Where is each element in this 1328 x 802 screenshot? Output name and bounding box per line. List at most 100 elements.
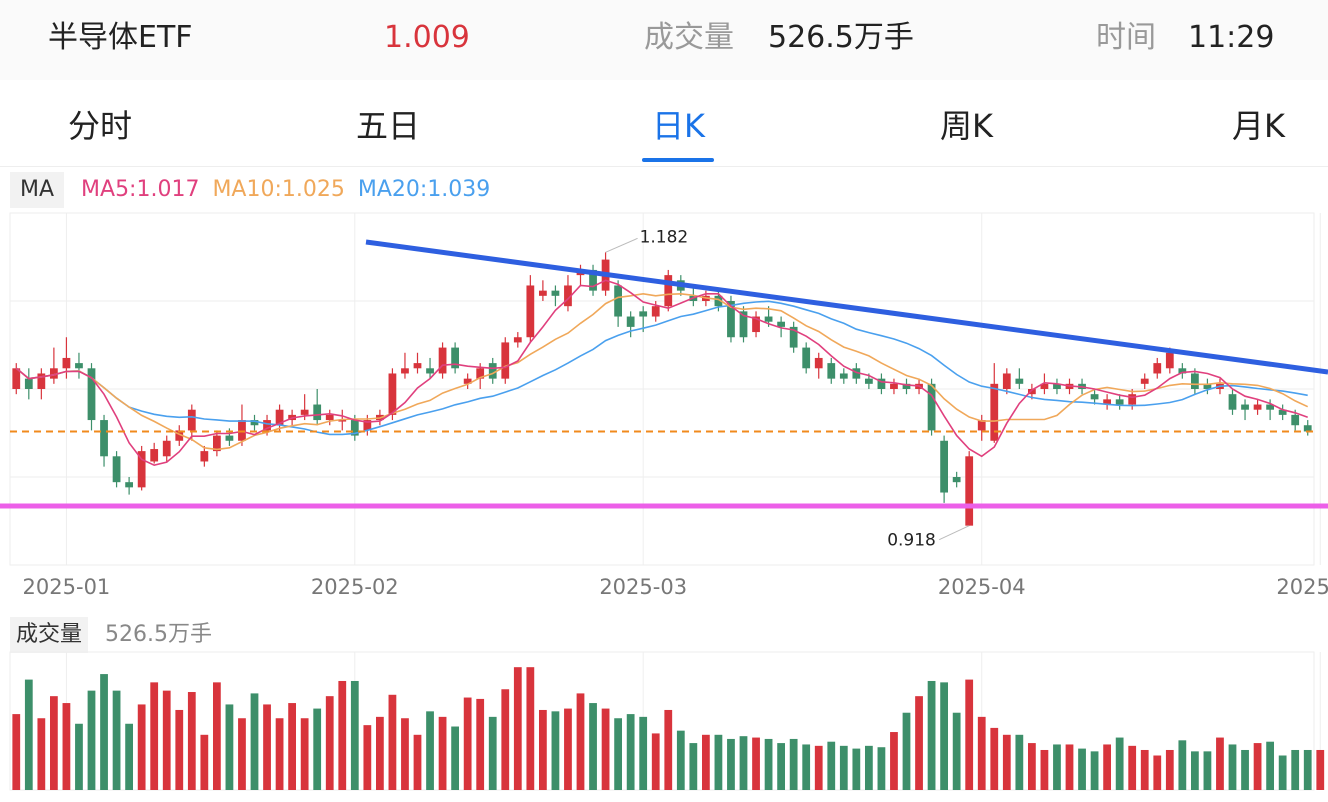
candle-body [238,420,246,441]
candle-body [802,347,811,369]
overlays: 1.182 0.918 [0,227,1328,551]
volume-bar [288,703,297,790]
candle-body [1090,394,1099,400]
candle-body [338,420,347,422]
x-tick-label: 2025-02 [311,575,399,599]
volume-bar [24,679,33,790]
high-price-label: 1.182 [640,227,689,247]
volume-bar [1140,749,1149,790]
volume-bar [263,704,271,790]
volume-bar [463,697,472,790]
time-value: 11:29 [1188,20,1275,55]
candle-body [614,285,623,317]
volume-bar [1228,744,1237,790]
volume-bar [37,718,46,790]
current-price: 1.009 [384,20,470,55]
ma5-line [15,279,1308,467]
tab-monthly-k[interactable]: 月K [1232,107,1285,145]
volume-bar [839,745,848,790]
volume-bar [589,703,597,790]
candle-body [87,368,96,421]
candle-body [1228,394,1237,410]
candle-body [890,383,898,389]
candle-body [1002,373,1011,389]
candle-body [940,440,949,493]
volume-bar [250,693,259,790]
candle-body [664,275,673,307]
volume-bar [12,714,21,790]
volume-bar [1128,745,1137,790]
volume-bar [626,714,635,790]
volume-label: 成交量 [644,20,734,55]
candle-body [564,285,572,307]
volume-bar [814,745,823,790]
volume-bar [175,709,184,790]
candle-body [162,440,171,457]
tab-five-day[interactable]: 五日 [356,107,421,145]
volume-bar [137,704,146,790]
candle-body [1253,404,1262,410]
volume-bar [1053,744,1061,790]
volume-bar [212,682,221,790]
volume-bar [601,708,610,790]
volume-bar [915,696,923,790]
candle-body [451,347,460,369]
volume-bar [890,732,898,790]
volume-bar [1040,749,1049,790]
volume-bar [1203,751,1212,790]
volume-bar [1115,737,1124,790]
quote-header: 半导体ETF 1.009 成交量 526.5万手 时间 11:29 [0,0,1328,80]
volume-bar [1165,749,1174,790]
volume-bar [864,745,873,790]
tab-weekly-k[interactable]: 周K [940,107,993,145]
volume-bar [526,667,535,790]
candle-body [12,368,21,389]
security-name: 半导体ETF [48,20,193,55]
volume-bar [388,694,397,790]
volume-bar [701,734,710,790]
candle-body [350,420,359,436]
candle-body [839,373,848,379]
indicator-selector[interactable]: MA [10,172,65,208]
volume-bar [965,679,974,790]
volume-bar [952,712,961,790]
volume-bar [513,667,522,790]
volume-bar [990,727,999,790]
volume-bar [62,703,71,790]
tab-daily-k[interactable]: 日K [652,107,705,145]
candle-body [752,316,760,333]
candle-body [1165,352,1174,369]
candle-body [789,326,798,348]
volume-bar [1015,734,1024,790]
candle-body [1241,404,1249,410]
candle-body [438,347,447,374]
candle-body [401,368,409,374]
candle-body [1115,399,1124,405]
volume-bar [1002,734,1011,790]
candle-body [225,435,234,441]
volume-bar [764,738,773,790]
ma-legend: MA MA5:1.017 MA10:1.025 MA20:1.039 [10,172,490,208]
time-label: 时间 [1096,20,1156,55]
volume-bar [551,711,560,790]
candle-body [250,420,259,426]
candle-body [1190,373,1199,389]
tab-intraday[interactable]: 分时 [68,107,133,145]
volume-bar [1291,749,1300,790]
volume-bar [401,718,409,790]
volume-bar [275,718,284,790]
volume-bar [501,689,510,790]
volume-bar [664,709,673,790]
candle-body [100,420,108,457]
volume-bar [150,682,159,790]
volume-indicator-selector[interactable]: 成交量 [10,617,89,653]
candle-body [714,295,723,307]
candle-body [62,357,71,369]
volume-bar [1103,744,1112,790]
volume-bar [87,690,96,790]
volume-bar [927,680,936,790]
ma10-label: MA10:1.025 [212,177,345,202]
candle-body [513,337,522,343]
candle-body [1103,399,1112,405]
